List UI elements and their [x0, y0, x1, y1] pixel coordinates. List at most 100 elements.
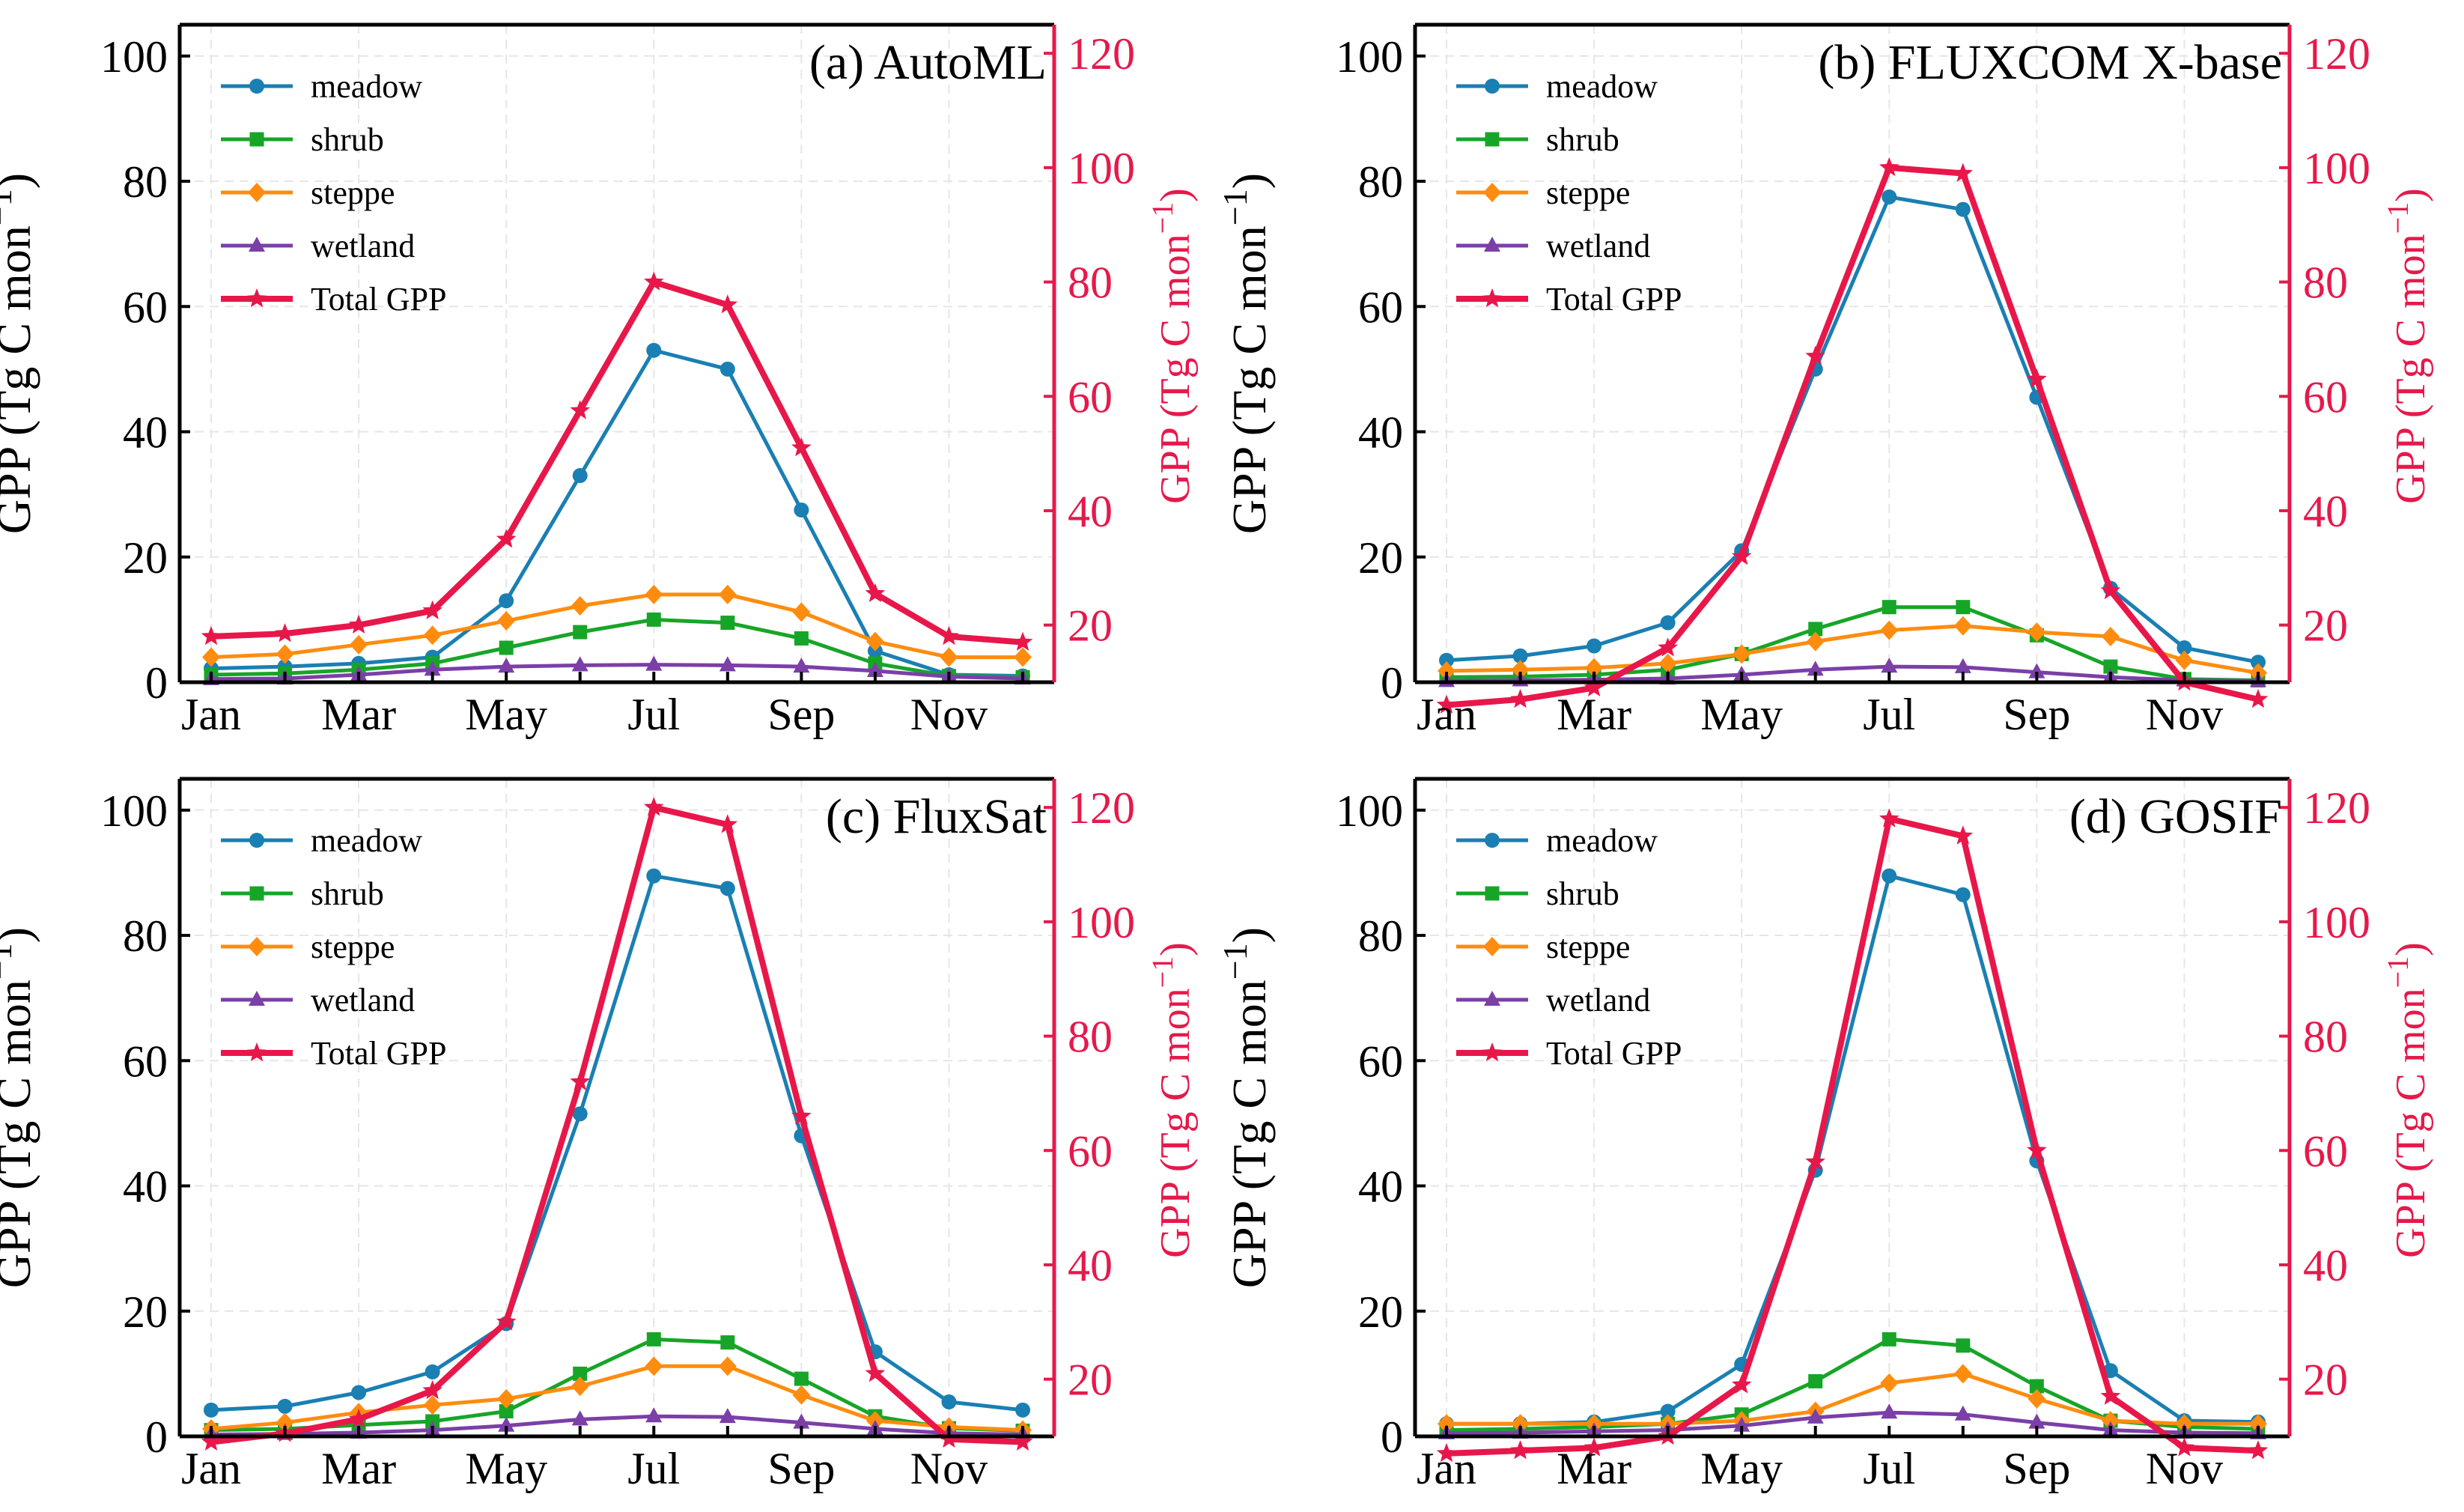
y-right-tick-label: 120	[1068, 783, 1135, 833]
legend: meadow shrub steppe wetland Total GPP	[1456, 822, 1682, 1072]
y-right-tick-label: 60	[2303, 372, 2348, 422]
panel-title: (a) AutoML	[809, 35, 1047, 90]
series-line-wetland	[210, 1414, 1023, 1436]
x-tick-label: Jan	[1417, 690, 1476, 739]
data-point-steppe	[350, 634, 368, 655]
y-right-axis-label: GPP (Tg C mon−1)	[1146, 188, 1199, 504]
data-point-steppe	[2101, 1411, 2120, 1431]
data-point-total-gpp	[1012, 631, 1033, 651]
data-point-meadow	[1015, 1402, 1030, 1418]
data-point-total-gpp	[201, 1431, 222, 1451]
data-point-wetland	[2028, 1413, 2045, 1429]
data-point-meadow	[277, 1398, 293, 1414]
legend-label: steppe	[311, 929, 395, 965]
chart-panel: 0 20 40 60 80 100 20 40 60 80 100 120 Jan Mar May Jul Se…	[1216, 22, 2435, 739]
data-point-total-gpp	[1879, 808, 1899, 828]
series-steppe	[202, 584, 1032, 667]
chart-panel: 0 20 40 60 80 100 20 40 60 80 100 120 Jan Mar May Jul Se…	[0, 777, 1199, 1493]
y-tick-label: 20	[1358, 1287, 1403, 1337]
data-point-total-gpp	[717, 294, 738, 314]
data-point-total-gpp	[791, 1105, 812, 1125]
legend-label: wetland	[311, 982, 415, 1018]
legend-item-wetland: wetland	[1456, 228, 1650, 264]
y-right-tick-label: 80	[2303, 1012, 2348, 1062]
legend-marker	[1483, 183, 1501, 202]
data-point-wetland	[793, 1413, 810, 1429]
data-point-total-gpp	[348, 614, 369, 634]
series-line-meadow	[210, 874, 1023, 1412]
legend-marker	[248, 183, 266, 202]
data-point-wetland	[866, 661, 883, 677]
x-tick-label: Nov	[2146, 690, 2223, 739]
data-point-wetland	[719, 656, 736, 672]
x-tick-label: Mar	[1557, 1444, 1631, 1493]
x-tick-label: Nov	[910, 1444, 988, 1493]
legend-item-wetland: wetland	[221, 228, 415, 264]
series-line-total-gpp	[210, 279, 1023, 646]
y-right-tick-label: 40	[2303, 1241, 2348, 1290]
data-point-meadow	[572, 468, 588, 484]
series-steppe	[1438, 616, 2267, 683]
data-point-steppe	[1880, 620, 1899, 640]
legend-marker	[246, 288, 267, 308]
series-wetland	[203, 655, 1031, 685]
data-point-shrub	[2103, 659, 2118, 674]
y-tick-label: 0	[1381, 658, 1403, 708]
data-point-total-gpp	[1953, 825, 1974, 845]
data-point-total-gpp	[717, 814, 738, 834]
series-line-steppe	[210, 592, 1023, 660]
y-right-tick-label: 100	[1068, 898, 1135, 947]
x-tick-label: Jul	[1863, 690, 1915, 739]
y-right-tick-label: 60	[1068, 372, 1113, 422]
data-point-wetland	[645, 1407, 663, 1423]
series-total-gpp	[201, 271, 1033, 651]
series-total-gpp	[1436, 157, 2269, 714]
data-point-shrub	[573, 625, 588, 640]
legend-label: meadow	[311, 68, 422, 105]
data-point-shrub	[720, 1335, 735, 1350]
y-right-axis-label-text: GPP (Tg C mon	[2388, 234, 2434, 503]
data-point-wetland	[424, 661, 441, 676]
data-point-shrub	[2029, 1379, 2044, 1394]
panel-title: (c) FluxSat	[826, 789, 1047, 844]
legend: meadow shrub steppe wetland Total GPP	[221, 68, 447, 318]
legend-marker	[1484, 237, 1500, 252]
legend-item-meadow: meadow	[1456, 68, 1658, 105]
data-point-total-gpp	[422, 600, 442, 619]
data-point-total-gpp	[2027, 1140, 2047, 1159]
data-point-total-gpp	[1658, 637, 1678, 657]
y-right-axis-label-superscript: −1	[2381, 202, 2415, 234]
legend-item-meadow: meadow	[221, 822, 422, 859]
data-point-steppe	[792, 602, 811, 622]
y-axis-label-close: )	[1223, 927, 1276, 943]
data-point-steppe	[1953, 616, 1972, 636]
y-right-axis-label: GPP (Tg C mon−1)	[2381, 188, 2435, 504]
series-line-steppe	[1447, 1371, 2258, 1426]
series-line-shrub	[1446, 605, 2259, 682]
data-point-wetland	[1954, 1405, 1971, 1421]
chart-panel: 0 20 40 60 80 100 20 40 60 80 100 120 Jan Mar May Jul Se…	[0, 22, 1199, 739]
legend-item-steppe: steppe	[1456, 929, 1630, 965]
data-point-meadow	[2251, 655, 2266, 670]
x-tick-label: May	[1700, 1444, 1783, 1493]
data-point-total-gpp	[865, 1363, 886, 1382]
y-right-tick-label: 60	[2303, 1126, 2348, 1176]
series-line-total-gpp	[1446, 816, 2259, 1457]
panel-title: (d) GOSIF	[2069, 789, 2282, 844]
data-point-total-gpp	[1510, 1440, 1530, 1460]
legend-item-meadow: meadow	[1456, 822, 1658, 859]
legend-label: meadow	[1546, 68, 1658, 105]
y-right-axis-label-superscript: −1	[1146, 202, 1179, 234]
y-right-tick-label: 20	[2303, 1355, 2348, 1405]
data-point-total-gpp	[1510, 688, 1530, 708]
legend-item-steppe: steppe	[1456, 174, 1630, 211]
legend-item-wetland: wetland	[221, 982, 415, 1018]
y-right-tick-label: 100	[2303, 144, 2370, 193]
y-right-tick-label: 40	[1068, 1241, 1113, 1290]
data-point-steppe	[2249, 1414, 2267, 1434]
data-point-wetland	[498, 1416, 515, 1432]
legend-item-shrub: shrub	[221, 875, 384, 912]
legend-marker	[249, 833, 264, 848]
data-point-steppe	[792, 1385, 811, 1405]
